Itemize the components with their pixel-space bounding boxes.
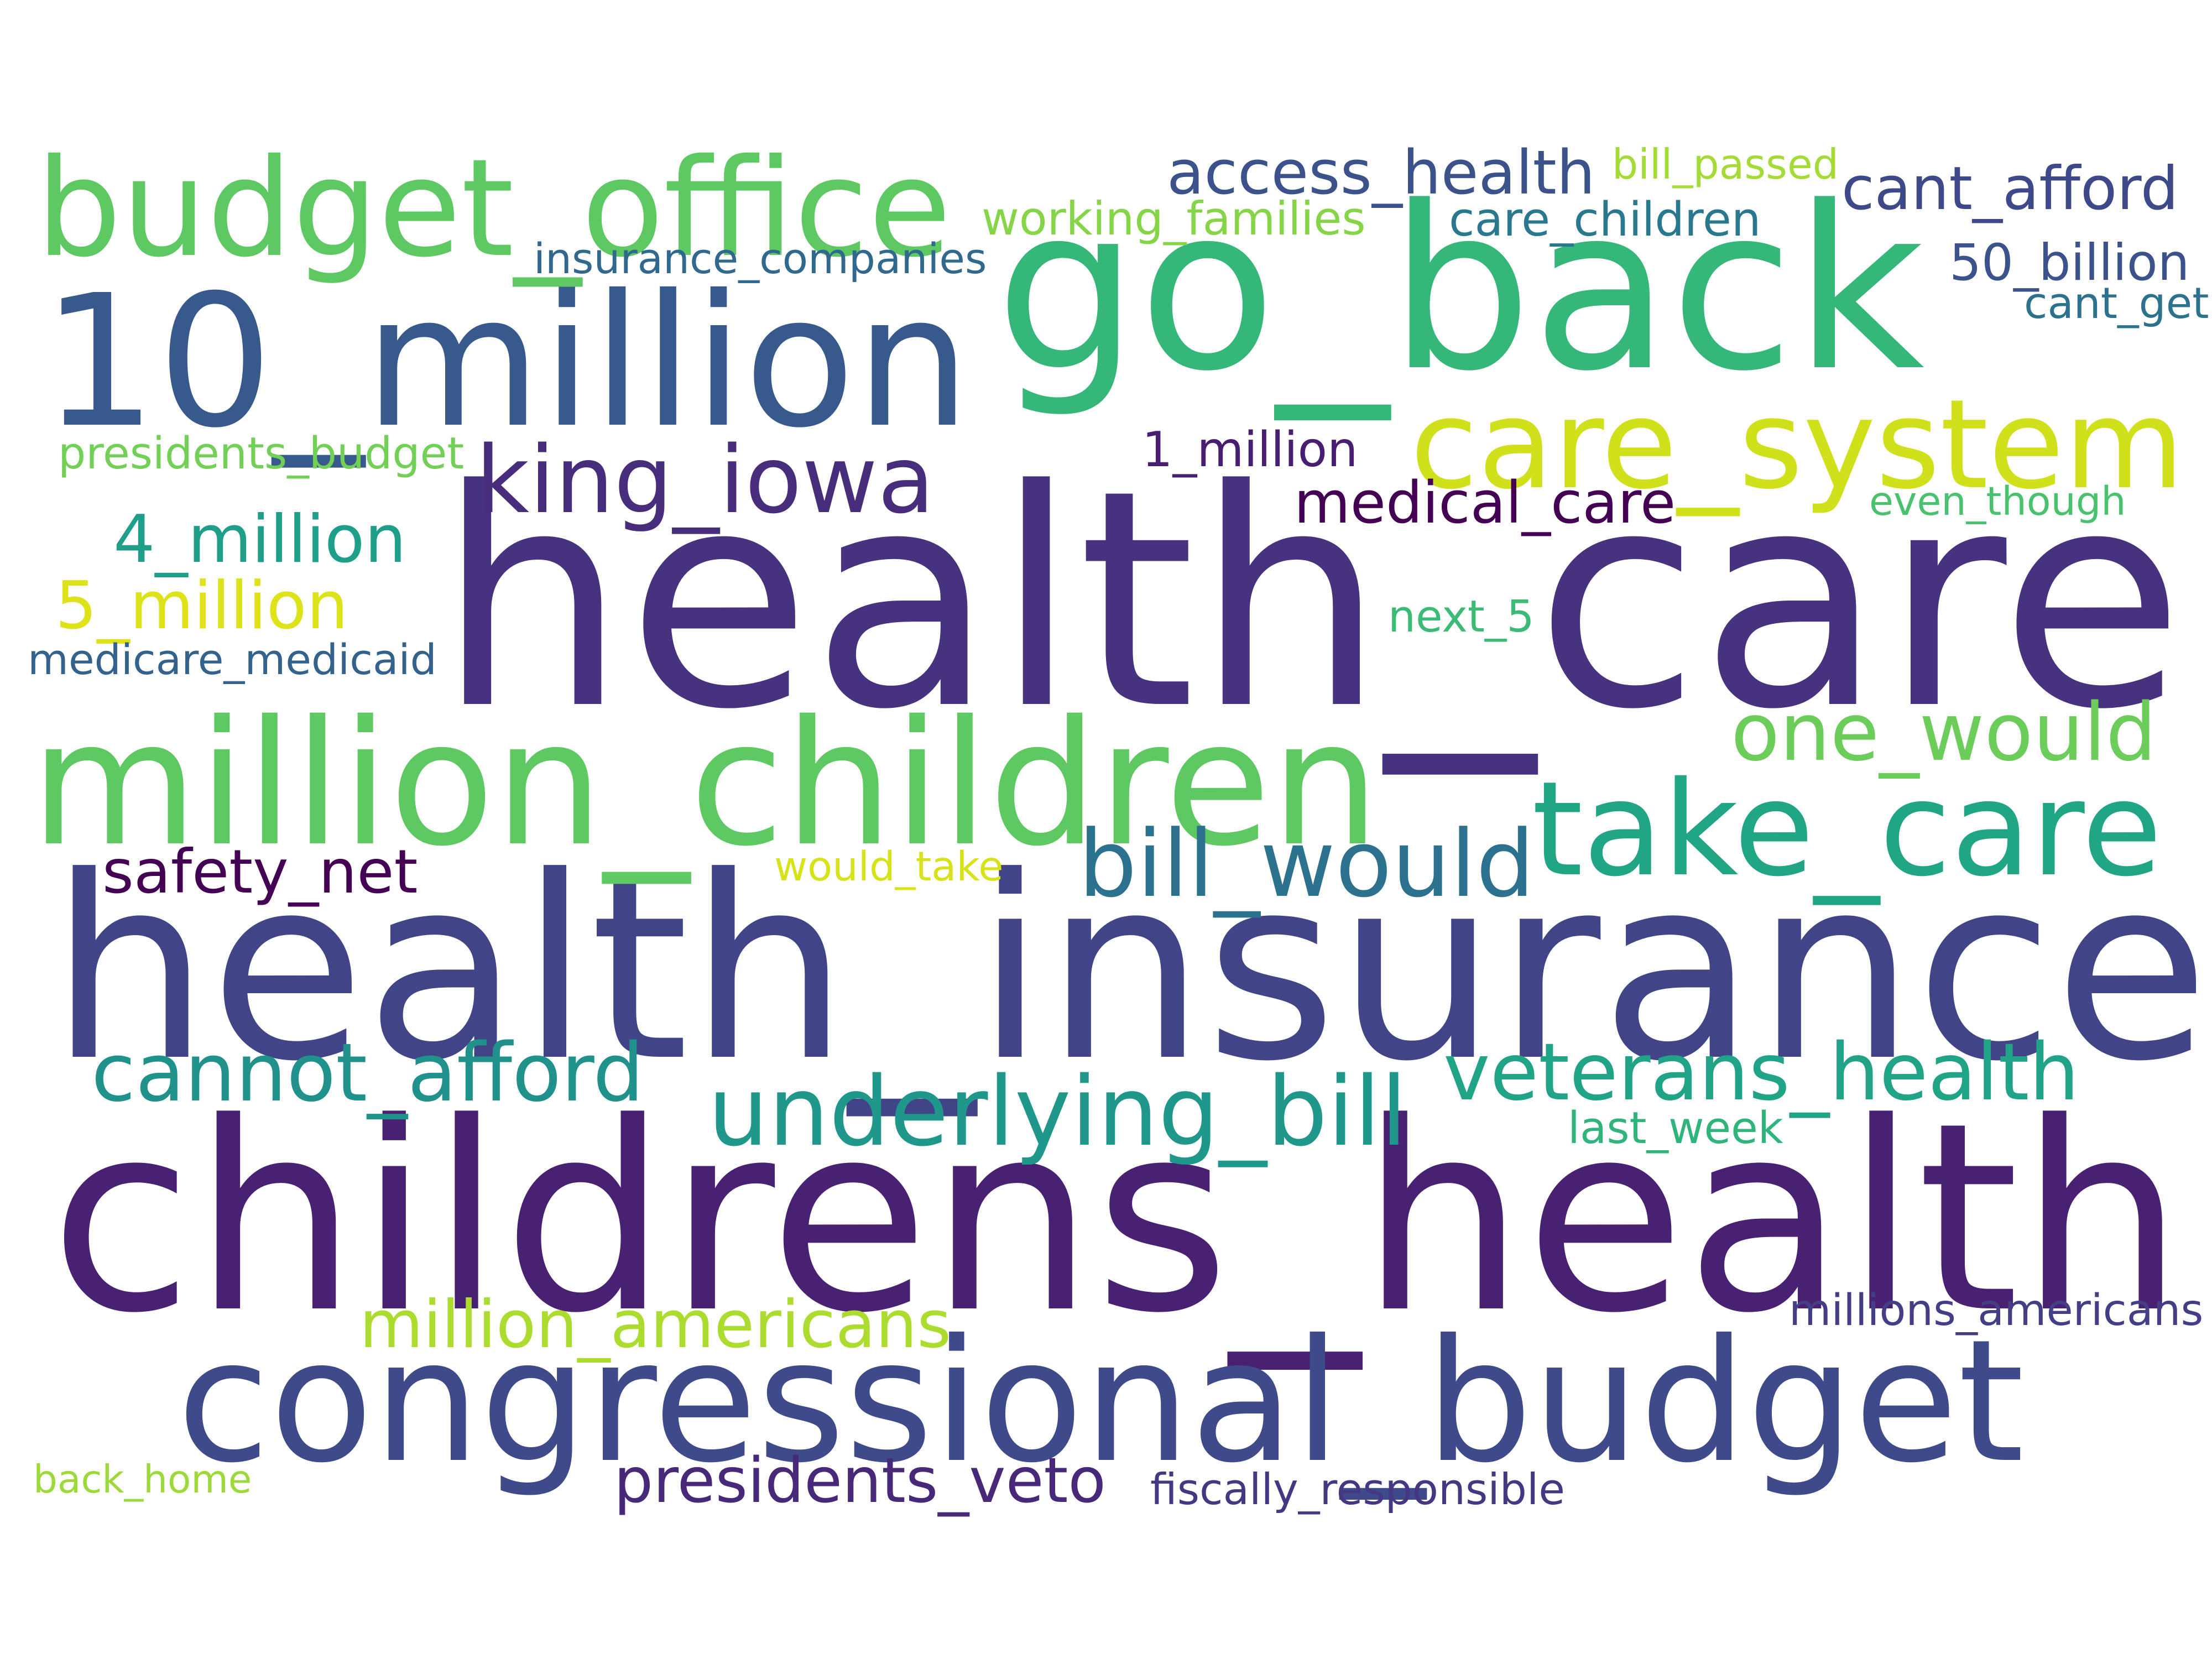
- word-access-health: access_health: [1167, 137, 1595, 208]
- word-veterans-health: veterans_health: [1443, 1026, 2079, 1118]
- word-bill-passed: bill_passed: [1612, 140, 1839, 189]
- word-next-5: next_5: [1388, 591, 1535, 642]
- word-medical-care: medical_care: [1294, 469, 1676, 537]
- word-10-million: 10_million: [41, 255, 971, 468]
- word-take-care: take_care: [1532, 753, 2162, 905]
- word-care-system: care_system: [1410, 373, 2184, 517]
- word-one-would: one_would: [1731, 686, 2157, 779]
- word-fiscally-responsible: fiscally_responsible: [1150, 1464, 1566, 1515]
- word-cant-afford: cant_afford: [1841, 154, 2179, 223]
- word-safety-net: safety_net: [102, 836, 418, 907]
- word-working-families: working_families: [982, 192, 1366, 246]
- word-cant-get: cant_get: [2024, 278, 2209, 328]
- word-even-though: even_though: [1869, 478, 2126, 525]
- word-50-billion: 50_billion: [1949, 233, 2190, 293]
- word-insurance-companies: insurance_companies: [534, 234, 987, 283]
- word-back-home: back_home: [33, 1457, 252, 1502]
- word-million-children: million_children: [30, 684, 1380, 884]
- word-1-million: 1_million: [1142, 421, 1358, 478]
- word-care-children: care_children: [1449, 192, 1761, 247]
- word-4-million: 4_million: [113, 500, 406, 577]
- word-million-americans: million_americans: [359, 1286, 952, 1363]
- word-budget-office: budget_office: [36, 129, 952, 287]
- word-king-iowa: king_iowa: [476, 425, 935, 534]
- word-go-back: go_back: [995, 159, 1925, 421]
- word-would-take: would_take: [774, 843, 1004, 891]
- word-health-insurance: health_insurance: [50, 822, 2210, 1117]
- word-presidents-budget: presidents_budget: [58, 427, 465, 479]
- word-childrens-health: childrens_health: [50, 1067, 2184, 1370]
- word-medicare-medicaid: medicare_medicaid: [28, 635, 437, 684]
- word-5-million: 5_million: [55, 567, 348, 644]
- word-bill-would: bill_would: [1078, 810, 1535, 918]
- word-last-week: last_week: [1568, 1102, 1783, 1154]
- word-underlying-bill: underlying_bill: [708, 1056, 1407, 1168]
- word-cannot-afford: cannot_afford: [91, 1026, 644, 1120]
- word-health-care: health_care: [437, 425, 2184, 775]
- word-millions-americans: millions_americans: [1789, 1285, 2204, 1335]
- word-presidents-veto: presidents_veto: [614, 1444, 1106, 1517]
- word-congressional-budget: congressional_budget: [177, 1303, 2025, 1501]
